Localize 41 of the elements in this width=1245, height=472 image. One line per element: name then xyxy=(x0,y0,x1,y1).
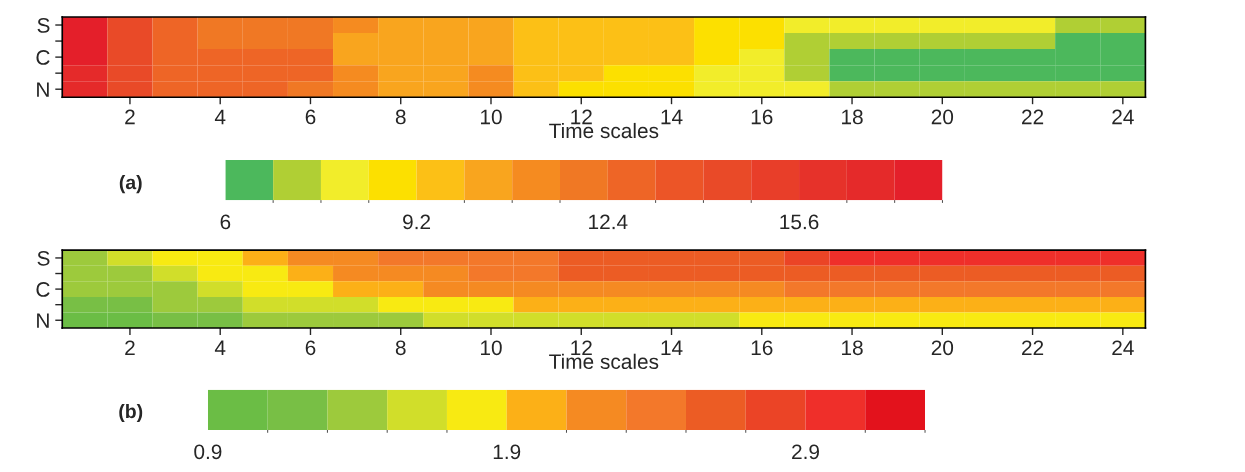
y-tick-label: C xyxy=(36,282,50,297)
y-tick-label: N xyxy=(37,313,49,328)
y-tick-label: C xyxy=(36,50,50,65)
color-bar-label: 2.9 xyxy=(792,444,820,460)
color-bar-label: 1.9 xyxy=(493,444,521,460)
color-bar-label: 12.4 xyxy=(589,214,628,230)
x-tick-label: 24 xyxy=(1112,109,1134,125)
x-tick-label: 6 xyxy=(305,340,316,356)
color-bar-label: 9.2 xyxy=(403,214,431,230)
color-bar-label: 6 xyxy=(220,214,231,230)
text: (b) xyxy=(119,403,143,423)
x-tick-label: 2 xyxy=(125,109,135,125)
x-tick-label: 16 xyxy=(751,109,773,125)
y-tick-label: N xyxy=(37,82,49,97)
y-tick-label: S xyxy=(37,18,50,33)
x-tick-label: 4 xyxy=(214,109,226,125)
x-tick-label: 8 xyxy=(395,109,406,125)
x-tick-label: 10 xyxy=(481,340,502,356)
x-tick-label: 20 xyxy=(931,340,954,356)
color-bar-label: 15.6 xyxy=(780,214,819,230)
x-tick-label: 6 xyxy=(305,109,316,125)
x-tick-label: 24 xyxy=(1112,340,1134,355)
x-tick-label: 20 xyxy=(931,109,954,125)
x-tick-label: 14 xyxy=(661,340,683,355)
x-tick-label: 12 xyxy=(571,340,592,355)
text: (a) xyxy=(119,175,142,194)
x-tick-label: 4 xyxy=(214,340,226,355)
x-tick-label: 10 xyxy=(481,109,502,125)
x-axis-title: Time scales xyxy=(549,353,659,370)
color-bar-label: 0.9 xyxy=(194,444,222,460)
x-tick-label: 18 xyxy=(842,340,863,356)
x-tick-label: 16 xyxy=(751,340,773,356)
x-tick-label: 2 xyxy=(125,340,135,355)
y-tick-label: S xyxy=(37,250,50,266)
x-tick-label: 12 xyxy=(571,109,592,125)
x-tick-label: 22 xyxy=(1022,340,1044,355)
x-tick-label: 22 xyxy=(1022,109,1044,125)
x-tick-label: 18 xyxy=(842,109,863,125)
x-tick-label: 8 xyxy=(395,340,406,356)
x-axis-title: Time scales xyxy=(549,122,659,139)
x-tick-label: 14 xyxy=(661,109,683,125)
